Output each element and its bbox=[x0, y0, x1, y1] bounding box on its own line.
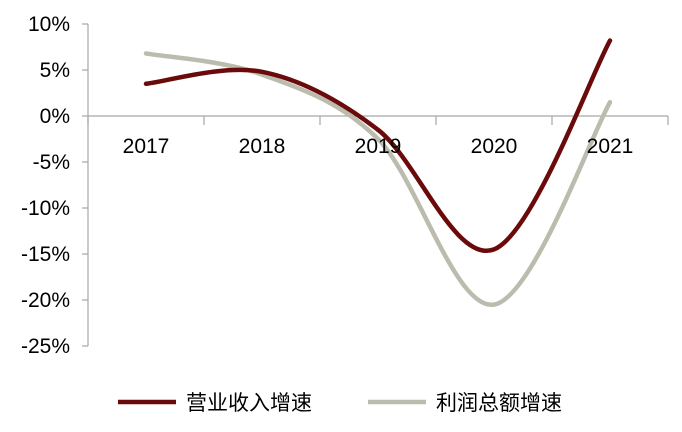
legend: 营业收入增速 利润总额增速 bbox=[118, 391, 562, 415]
x-tick-label: 2017 bbox=[123, 135, 170, 158]
y-tick-label: -10% bbox=[21, 197, 70, 220]
y-tick-label: -25% bbox=[21, 335, 70, 358]
series-line-1 bbox=[143, 51, 613, 307]
y-tick-label: -5% bbox=[33, 151, 70, 174]
y-tick-label: -15% bbox=[21, 243, 70, 266]
y-tick-label: 10% bbox=[28, 13, 70, 36]
legend-label-1: 利润总额增速 bbox=[436, 391, 562, 415]
x-tick-label: 2020 bbox=[471, 135, 518, 158]
axes: 10% 5% 0% -5% -10% -15% -20% -25% bbox=[21, 13, 669, 358]
x-tick-label: 2021 bbox=[587, 135, 634, 158]
x-tick-label: 2019 bbox=[355, 135, 402, 158]
y-tick-label: 5% bbox=[40, 59, 70, 82]
series-line-0 bbox=[143, 38, 613, 254]
x-tick-labels: 2017 2018 2019 2020 2021 bbox=[123, 135, 634, 158]
y-tick-label: 0% bbox=[40, 105, 70, 128]
x-tick-label: 2018 bbox=[239, 135, 286, 158]
legend-label-0: 营业收入增速 bbox=[186, 391, 312, 415]
y-tick-label: -20% bbox=[21, 289, 70, 312]
series-lines bbox=[143, 38, 613, 307]
